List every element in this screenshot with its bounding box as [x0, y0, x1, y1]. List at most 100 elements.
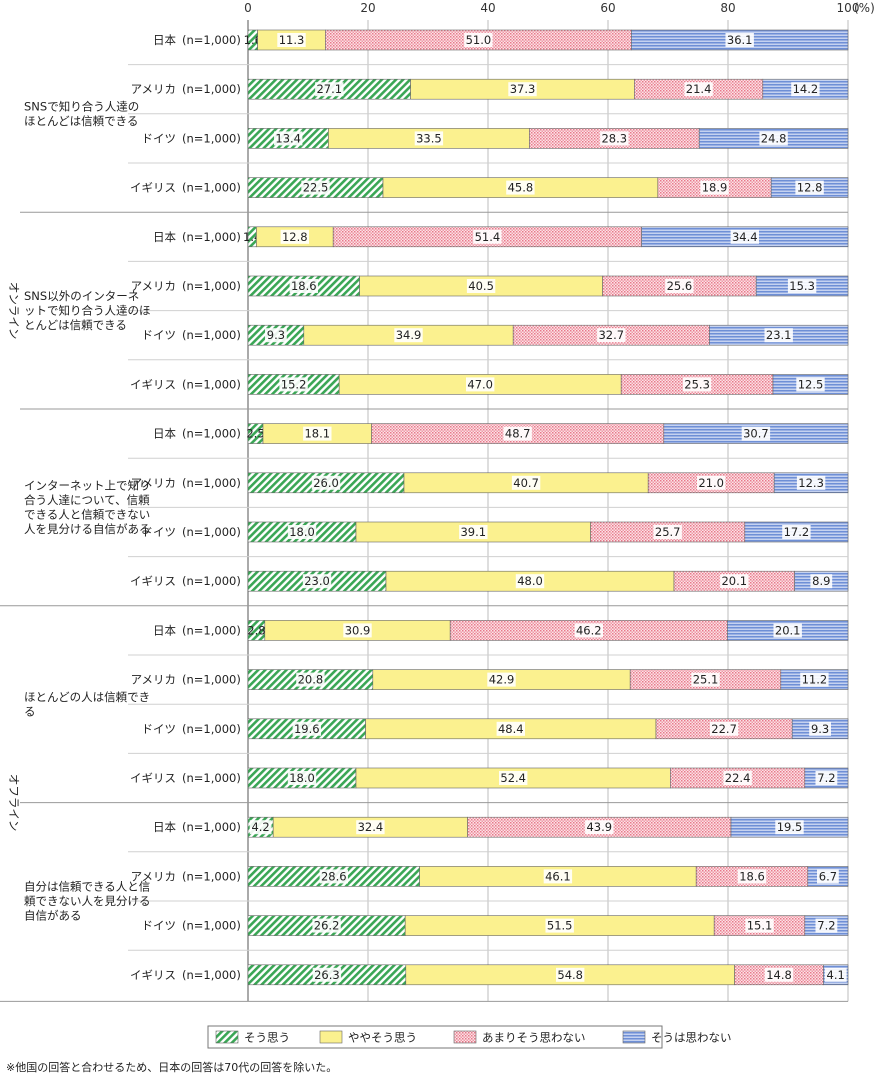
- sample-size-label: (n=1,000): [182, 722, 241, 736]
- value-label: 12.5: [798, 377, 824, 391]
- country-label: ドイツ: [142, 722, 177, 736]
- value-label: 15.2: [281, 377, 307, 391]
- value-label: 18.9: [702, 181, 728, 195]
- x-tick-label: 80: [720, 1, 735, 15]
- value-label: 27.1: [316, 82, 342, 96]
- value-label-bg: [653, 525, 682, 539]
- value-label-bg: [795, 180, 824, 195]
- x-tick-label: 40: [480, 1, 495, 15]
- value-label: 4.2: [251, 820, 269, 834]
- value-label: 18.6: [291, 279, 317, 293]
- value-label-bg: [782, 525, 811, 539]
- value-label: 36.1: [727, 33, 753, 47]
- value-label-bg: [809, 721, 831, 736]
- country-label: ドイツ: [142, 328, 177, 342]
- section-label: オフライン: [7, 774, 21, 832]
- value-label-bg: [791, 82, 820, 97]
- value-label-bg: [775, 820, 804, 835]
- value-label-bg: [730, 229, 759, 244]
- value-label-bg: [265, 328, 287, 343]
- value-label: 19.5: [777, 820, 803, 834]
- value-label: 48.7: [505, 427, 531, 441]
- legend: そう思う ややそう思う あまりそう思わない そうは思わない: [207, 1025, 732, 1049]
- value-label-bg: [459, 525, 488, 539]
- value-label-bg: [745, 918, 774, 933]
- country-label: アメリカ: [131, 673, 176, 687]
- value-label: 40.7: [513, 476, 539, 490]
- value-label: 28.3: [601, 131, 627, 145]
- value-label: 25.6: [667, 279, 693, 293]
- country-label: ドイツ: [142, 525, 177, 539]
- country-label: イギリス: [130, 181, 176, 195]
- value-label: 32.4: [358, 820, 384, 834]
- value-label: 13.4: [275, 131, 301, 145]
- value-label: 33.5: [416, 131, 442, 145]
- value-label: 48.4: [498, 722, 524, 736]
- value-label-bg: [249, 820, 272, 835]
- country-label: アメリカ: [131, 279, 176, 293]
- group-label: ほとんどの人は信頼できる: [24, 690, 150, 719]
- value-label: 46.1: [545, 869, 571, 883]
- value-label-bg: [597, 328, 626, 343]
- value-label-bg: [796, 475, 826, 490]
- value-label: 18.1: [304, 427, 330, 441]
- value-label-bg: [574, 623, 603, 638]
- legend-label: ややそう思う: [348, 1031, 417, 1045]
- x-tick-label: 20: [360, 1, 375, 15]
- bars: 1.6 11.3 51.0 36.127.1 37.3 21.4 14.213.4 33.5 2…: [243, 29, 849, 986]
- value-label: 25.1: [693, 673, 719, 687]
- footnote: ※他国の回答と合わせるため、日本の回答は70代の回答を除いた。: [6, 1060, 337, 1074]
- value-label: 12.8: [282, 230, 308, 244]
- value-label: 14.2: [793, 82, 819, 96]
- value-label-bg: [815, 918, 838, 933]
- value-label-bg: [302, 574, 332, 589]
- value-label-bg: [279, 377, 308, 392]
- value-label: 25.7: [655, 525, 681, 539]
- value-label-bg: [473, 229, 502, 244]
- legend-swatch: [215, 1030, 239, 1044]
- value-label-bg: [515, 574, 545, 589]
- country-label: イギリス: [130, 574, 176, 588]
- value-label-bg: [319, 869, 348, 884]
- value-label: 22.4: [725, 771, 751, 785]
- value-label: 30.7: [743, 427, 769, 441]
- x-tick-label: 0: [244, 1, 252, 15]
- legend-label: そうは思わない: [651, 1031, 732, 1045]
- value-label-bg: [815, 771, 838, 785]
- value-label-bg: [315, 82, 344, 97]
- chart-frame: [0, 20, 848, 1002]
- value-label-bg: [796, 377, 825, 392]
- country-label: イギリス: [130, 968, 176, 982]
- value-label-bg: [543, 869, 573, 884]
- value-label-bg: [274, 131, 303, 146]
- value-label-bg: [817, 869, 839, 884]
- value-label-bg: [741, 426, 771, 441]
- sample-size-label: (n=1,000): [182, 525, 241, 539]
- value-label: 19.6: [294, 722, 320, 736]
- value-label: 47.0: [467, 377, 493, 391]
- group-label: 自分は信頼できる人と信頼できない人を見分ける自信がある: [24, 880, 151, 923]
- sample-size-label: (n=1,000): [182, 673, 241, 687]
- sample-size-label: (n=1,000): [182, 919, 241, 933]
- value-label: 48.0: [517, 574, 543, 588]
- value-label: 46.2: [576, 623, 602, 637]
- value-label: 34.9: [396, 328, 422, 342]
- x-tick-label: 60: [600, 1, 615, 15]
- country-label: ドイツ: [142, 131, 177, 145]
- value-label-bg: [312, 967, 342, 982]
- value-label-bg: [287, 525, 317, 539]
- sample-size-label: (n=1,000): [182, 328, 241, 342]
- value-label: 18.0: [289, 771, 315, 785]
- country-label: 日本: [153, 623, 176, 637]
- country-label: 日本: [153, 33, 176, 47]
- sample-size-label: (n=1,000): [182, 476, 241, 490]
- value-label-bg: [691, 672, 720, 687]
- value-label-bg: [312, 918, 341, 933]
- sample-size-label: (n=1,000): [182, 33, 241, 47]
- value-label-bg: [506, 180, 535, 195]
- value-label-bg: [394, 328, 423, 343]
- group-label: インターネット上で知り合う人達について、信頼できる人と信頼できない人を見分ける自…: [24, 479, 151, 537]
- value-label: 11.3: [279, 33, 305, 47]
- value-label: 11.2: [802, 673, 828, 687]
